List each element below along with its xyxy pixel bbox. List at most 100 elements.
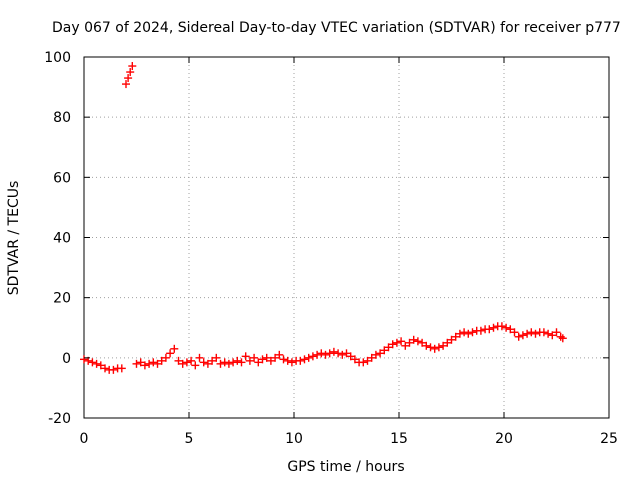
- y-tick-label: 100: [44, 50, 71, 66]
- data-point: [220, 358, 229, 367]
- data-point: [224, 359, 233, 368]
- data-point: [430, 344, 439, 353]
- data-point: [401, 341, 410, 350]
- data-point: [317, 349, 326, 358]
- data-point: [149, 358, 158, 367]
- data-point: [161, 353, 170, 362]
- data-point: [489, 323, 498, 332]
- data-point: [346, 352, 355, 361]
- data-point: [124, 74, 133, 83]
- data-point: [544, 329, 553, 338]
- data-point: [350, 355, 359, 364]
- data-point: [187, 356, 196, 365]
- data-point: [216, 359, 225, 368]
- data-point: [308, 352, 317, 361]
- x-tick-label: 10: [285, 431, 303, 447]
- data-point: [434, 343, 443, 352]
- data-point: [443, 338, 452, 347]
- data-point: [174, 356, 183, 365]
- data-point: [140, 361, 149, 370]
- data-point: [199, 358, 208, 367]
- data-point: [384, 343, 393, 352]
- y-tick-label: 20: [53, 291, 71, 307]
- data-point: [388, 340, 397, 349]
- data-point: [300, 355, 309, 364]
- plot-frame: [83, 56, 610, 419]
- data-point: [359, 358, 368, 367]
- data-point: [262, 353, 271, 362]
- data-point: [558, 334, 567, 343]
- data-point: [405, 338, 414, 347]
- data-point: [136, 358, 145, 367]
- data-point: [418, 338, 427, 347]
- y-tick-label: 40: [53, 231, 71, 247]
- data-point: [80, 355, 88, 364]
- y-axis-label: SDTVAR / TECUs: [6, 181, 22, 296]
- data-point: [464, 329, 473, 338]
- data-point: [531, 329, 540, 338]
- data-point: [275, 350, 284, 359]
- data-point: [229, 358, 238, 367]
- data-point: [191, 361, 200, 370]
- data-point: [376, 349, 385, 358]
- x-tick-label: 15: [390, 431, 408, 447]
- data-point: [153, 359, 162, 368]
- data-point: [548, 331, 557, 340]
- data-point: [245, 356, 254, 365]
- data-point: [313, 350, 322, 359]
- data-point: [166, 349, 175, 358]
- data-point: [439, 341, 448, 350]
- y-tick-label: -20: [48, 411, 71, 427]
- data-point: [447, 335, 456, 344]
- data-point: [334, 349, 343, 358]
- data-point: [497, 322, 506, 331]
- data-point: [397, 337, 406, 346]
- data-point: [279, 355, 288, 364]
- data-point: [237, 358, 246, 367]
- data-point: [109, 365, 118, 374]
- data-point: [426, 343, 435, 352]
- data-point: [325, 349, 334, 358]
- data-point: [101, 364, 109, 373]
- data-points: [80, 62, 567, 374]
- data-point: [182, 358, 191, 367]
- x-tick-label: 0: [80, 431, 89, 447]
- data-point: [233, 356, 242, 365]
- data-point: [304, 353, 313, 362]
- data-point: [367, 353, 376, 362]
- data-point: [392, 338, 401, 347]
- data-point: [132, 359, 141, 368]
- y-tick-label: 0: [62, 351, 71, 367]
- data-point: [145, 359, 154, 368]
- data-point: [128, 62, 137, 71]
- data-point: [342, 349, 351, 358]
- data-point: [371, 350, 380, 359]
- chart-title: Day 067 of 2024, Sidereal Day-to-day VTE…: [52, 20, 621, 36]
- data-point: [363, 356, 372, 365]
- data-point: [126, 68, 135, 77]
- data-point: [195, 353, 204, 362]
- data-point: [96, 361, 105, 370]
- data-point: [476, 326, 485, 335]
- x-axis-label: GPS time / hours: [287, 459, 404, 475]
- data-point: [518, 331, 527, 340]
- data-point: [266, 356, 275, 365]
- data-point: [552, 328, 561, 337]
- y-tick-label: 60: [53, 170, 71, 186]
- y-tick-label: 80: [53, 110, 71, 126]
- data-point: [117, 364, 126, 373]
- data-point: [92, 359, 101, 368]
- data-point: [502, 323, 511, 332]
- data-point: [296, 356, 305, 365]
- data-point: [321, 350, 330, 359]
- x-tick-label: 25: [600, 431, 618, 447]
- x-axis-ticks: 0 5 10 15 20 25: [80, 57, 618, 447]
- data-point: [250, 353, 259, 362]
- data-point: [485, 325, 494, 334]
- grid: [84, 57, 609, 418]
- data-point: [413, 337, 422, 346]
- data-point: [258, 355, 267, 364]
- data-point: [451, 332, 460, 341]
- x-tick-label: 20: [495, 431, 513, 447]
